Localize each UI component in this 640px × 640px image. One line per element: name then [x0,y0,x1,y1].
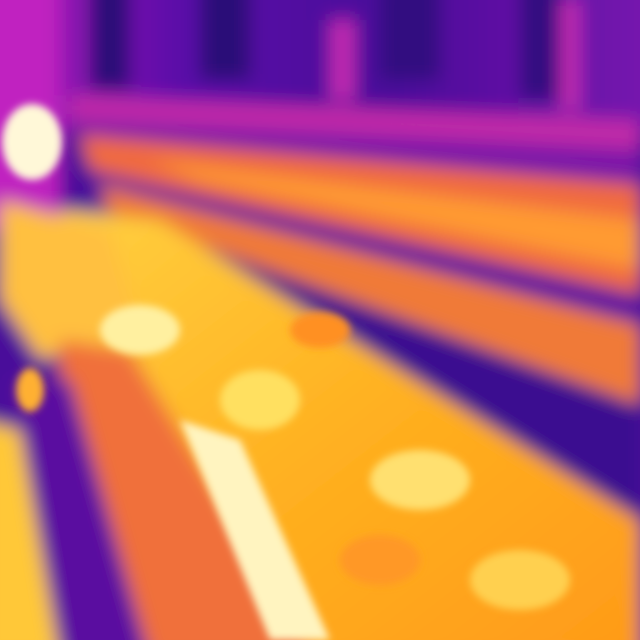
pole [330,20,355,100]
highlights [2,104,570,640]
hot-ground [60,210,640,640]
warm-band-core [150,160,640,270]
hot-spot [2,104,62,180]
hot-corner [0,425,57,640]
hot-patch [220,370,300,430]
warm-band-2 [100,185,640,410]
pole [560,0,580,110]
hot-patch [470,550,570,610]
warm-patch [340,535,420,585]
far-strip [70,95,640,150]
warm-patch [290,312,350,348]
hot-edge [180,420,330,640]
warm-patch [16,368,44,412]
tree [520,0,560,100]
tree [200,0,250,80]
tree [380,0,440,80]
gutter [10,380,145,640]
hot-patch [100,305,180,355]
hot-patch [370,450,470,510]
tree [90,0,130,90]
